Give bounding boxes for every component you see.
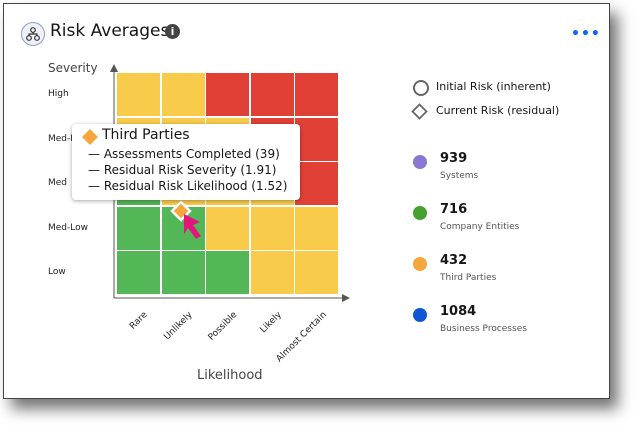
risk-cell[interactable]	[295, 162, 339, 206]
y-tick-label: Low	[48, 267, 66, 278]
info-icon[interactable]: i	[165, 24, 180, 39]
risk-cell[interactable]	[250, 73, 294, 116]
risk-cell[interactable]	[206, 73, 250, 116]
x-axis-label: Likelihood	[197, 368, 263, 383]
risk-cell[interactable]	[161, 73, 205, 116]
tooltip-line: — Residual Risk Likelihood (1.52)	[88, 179, 288, 193]
y-tick-label: Med-Low	[48, 222, 88, 233]
series-label: Systems	[440, 171, 479, 181]
tooltip: Third Parties — Assessments Completed (3…	[72, 124, 300, 200]
tooltip-title: Third Parties	[102, 127, 190, 143]
series-label: Company Entities	[440, 222, 520, 232]
diamond-outline-icon	[411, 103, 428, 120]
risk-cell[interactable]	[161, 251, 205, 295]
third-parties-marker[interactable]	[4, 4, 609, 398]
risk-cell[interactable]	[295, 73, 339, 116]
hierarchy-icon	[21, 22, 45, 46]
series-label: Third Parties	[440, 273, 497, 283]
overflow-menu-icon[interactable]: •••	[571, 26, 601, 42]
legend-initial-risk: Initial Risk (inherent)	[436, 80, 551, 93]
series-count: 1084	[440, 304, 477, 319]
risk-cell[interactable]	[117, 73, 160, 116]
series-dot	[413, 308, 427, 322]
series-count: 432	[440, 253, 468, 268]
card-title: Risk Averages	[50, 21, 170, 41]
y-axis-label: Severity	[48, 61, 98, 75]
tooltip-line: — Assessments Completed (39)	[88, 147, 280, 161]
series-dot	[413, 155, 427, 169]
legend-current-risk: Current Risk (residual)	[436, 104, 560, 117]
risk-averages-card: Risk Averages i ••• Severity Likelihood …	[3, 3, 610, 399]
y-tick-label: Med	[48, 178, 68, 189]
circle-icon	[413, 80, 429, 96]
series-count: 716	[440, 202, 468, 217]
risk-cell[interactable]	[295, 251, 339, 295]
series-label: Business Processes	[440, 324, 527, 334]
risk-cell[interactable]	[117, 206, 160, 250]
risk-cell[interactable]	[250, 251, 294, 295]
series-dot	[413, 206, 427, 220]
y-tick-label: Med-High	[48, 133, 91, 144]
diamond-icon	[82, 129, 98, 145]
risk-cell[interactable]	[250, 206, 294, 250]
series-dot	[413, 257, 427, 271]
tooltip-line: — Residual Risk Severity (1.91)	[88, 163, 277, 177]
risk-cell[interactable]	[206, 206, 250, 250]
cursor-arrow-icon	[184, 214, 201, 239]
y-tick-label: High	[48, 89, 69, 99]
risk-cell[interactable]	[117, 251, 160, 295]
risk-cell[interactable]	[206, 251, 250, 295]
risk-cell[interactable]	[295, 206, 339, 250]
series-count: 939	[440, 151, 468, 166]
risk-cell[interactable]	[295, 117, 339, 161]
